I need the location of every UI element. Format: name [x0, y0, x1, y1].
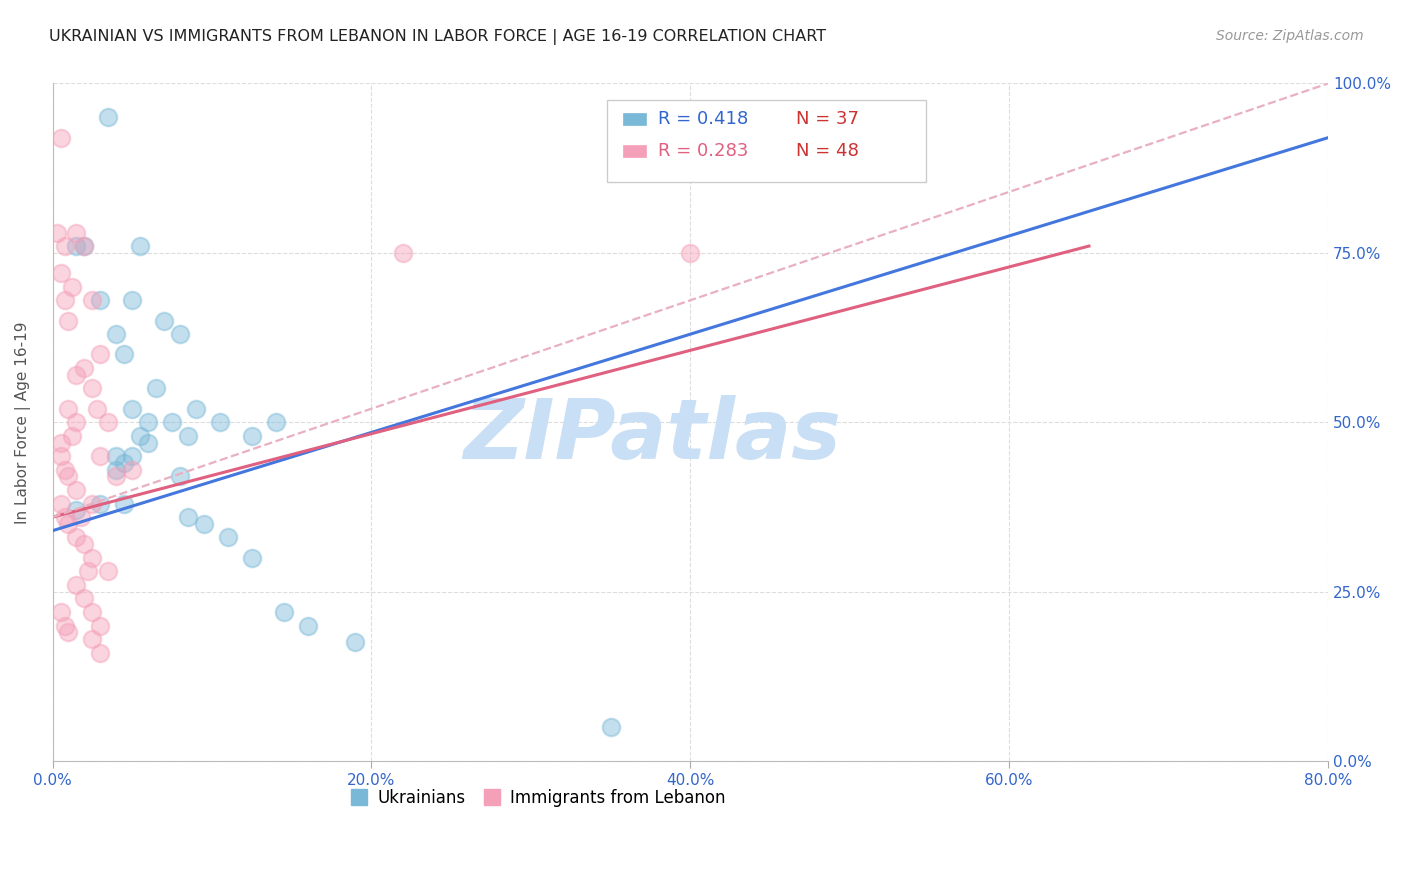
Point	[82, 497, 104, 511]
Point	[73, 537, 96, 551]
Text: N = 48: N = 48	[796, 142, 859, 161]
Point	[145, 381, 167, 395]
Point	[160, 415, 183, 429]
Point	[121, 463, 143, 477]
Point	[65, 368, 87, 382]
Point	[58, 516, 80, 531]
Point	[129, 239, 152, 253]
Point	[105, 449, 128, 463]
Point	[82, 550, 104, 565]
Point	[97, 111, 120, 125]
Point	[86, 401, 108, 416]
Point	[240, 429, 263, 443]
Point	[60, 279, 83, 293]
Point	[89, 618, 111, 632]
Point	[208, 415, 231, 429]
Point	[73, 361, 96, 376]
Point	[112, 347, 135, 361]
Text: ZIPatlas: ZIPatlas	[463, 395, 841, 476]
Point	[82, 293, 104, 308]
Point	[89, 293, 111, 308]
Point	[65, 578, 87, 592]
Point	[679, 245, 702, 260]
Point	[112, 497, 135, 511]
Point	[49, 497, 72, 511]
Point	[49, 605, 72, 619]
Point	[193, 516, 215, 531]
Point	[65, 503, 87, 517]
Point	[73, 239, 96, 253]
Point	[89, 646, 111, 660]
Point	[105, 463, 128, 477]
Point	[82, 605, 104, 619]
Point	[121, 449, 143, 463]
Point	[136, 435, 159, 450]
Point	[121, 293, 143, 308]
Point	[58, 469, 80, 483]
Point	[129, 429, 152, 443]
Point	[53, 239, 76, 253]
Point	[177, 510, 200, 524]
Point	[153, 313, 176, 327]
Point	[97, 565, 120, 579]
Bar	[623, 113, 645, 126]
Point	[297, 618, 319, 632]
Point	[273, 605, 295, 619]
Point	[599, 720, 621, 734]
Point	[105, 469, 128, 483]
Point	[240, 550, 263, 565]
Text: R = 0.418: R = 0.418	[658, 111, 748, 128]
Point	[53, 463, 76, 477]
Point	[53, 510, 76, 524]
Text: N = 37: N = 37	[796, 111, 859, 128]
Point	[49, 449, 72, 463]
Point	[121, 401, 143, 416]
Point	[82, 381, 104, 395]
Point	[89, 497, 111, 511]
Point	[73, 239, 96, 253]
Point	[65, 531, 87, 545]
Point	[70, 510, 93, 524]
Point	[49, 435, 72, 450]
Bar	[623, 145, 645, 157]
Point	[217, 531, 239, 545]
Point	[344, 635, 367, 649]
Text: Source: ZipAtlas.com: Source: ZipAtlas.com	[1216, 29, 1364, 43]
Point	[49, 130, 72, 145]
Point	[73, 591, 96, 606]
Point	[46, 226, 69, 240]
Text: UKRAINIAN VS IMMIGRANTS FROM LEBANON IN LABOR FORCE | AGE 16-19 CORRELATION CHAR: UKRAINIAN VS IMMIGRANTS FROM LEBANON IN …	[49, 29, 827, 45]
Point	[184, 401, 207, 416]
Text: R = 0.283: R = 0.283	[658, 142, 749, 161]
Point	[89, 347, 111, 361]
Point	[82, 632, 104, 646]
Bar	[607, 101, 927, 182]
Point	[112, 456, 135, 470]
Point	[60, 429, 83, 443]
Point	[58, 625, 80, 640]
Point	[65, 483, 87, 497]
Point	[97, 415, 120, 429]
Point	[136, 415, 159, 429]
Point	[65, 239, 87, 253]
Point	[65, 415, 87, 429]
Point	[89, 449, 111, 463]
Point	[53, 293, 76, 308]
Point	[65, 226, 87, 240]
Point	[53, 618, 76, 632]
Point	[392, 245, 415, 260]
Y-axis label: In Labor Force | Age 16-19: In Labor Force | Age 16-19	[15, 321, 31, 524]
Point	[177, 429, 200, 443]
Point	[58, 401, 80, 416]
Point	[76, 565, 98, 579]
Point	[169, 469, 191, 483]
Point	[105, 327, 128, 342]
Point	[49, 266, 72, 280]
Point	[264, 415, 287, 429]
Point	[58, 313, 80, 327]
Legend: Ukrainians, Immigrants from Lebanon: Ukrainians, Immigrants from Lebanon	[342, 782, 733, 814]
Point	[169, 327, 191, 342]
